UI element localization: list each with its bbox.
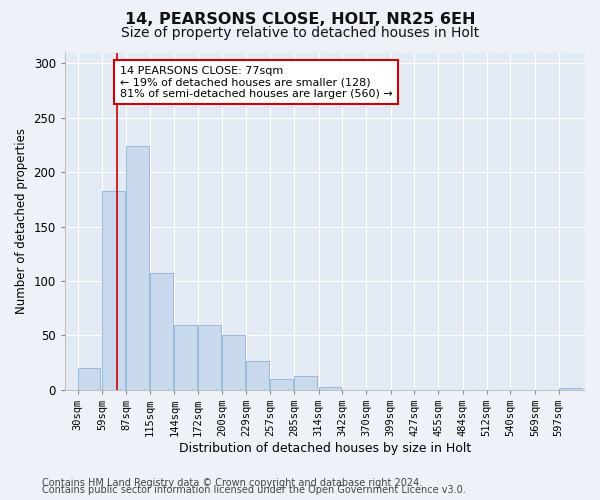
Bar [294,376,317,390]
X-axis label: Distribution of detached houses by size in Holt: Distribution of detached houses by size … [179,442,471,455]
Y-axis label: Number of detached properties: Number of detached properties [15,128,28,314]
Bar [222,336,245,390]
Bar [126,146,149,390]
Text: 14 PEARSONS CLOSE: 77sqm
← 19% of detached houses are smaller (128)
81% of semi-: 14 PEARSONS CLOSE: 77sqm ← 19% of detach… [120,66,393,99]
Bar [77,368,100,390]
Text: Size of property relative to detached houses in Holt: Size of property relative to detached ho… [121,26,479,40]
Bar [559,388,581,390]
Bar [247,360,269,390]
Bar [198,324,221,390]
Bar [319,386,341,390]
Bar [174,324,197,390]
Text: Contains HM Land Registry data © Crown copyright and database right 2024.: Contains HM Land Registry data © Crown c… [42,478,422,488]
Text: Contains public sector information licensed under the Open Government Licence v3: Contains public sector information licen… [42,485,466,495]
Text: 14, PEARSONS CLOSE, HOLT, NR25 6EH: 14, PEARSONS CLOSE, HOLT, NR25 6EH [125,12,475,28]
Bar [270,379,293,390]
Bar [149,274,173,390]
Bar [102,190,125,390]
